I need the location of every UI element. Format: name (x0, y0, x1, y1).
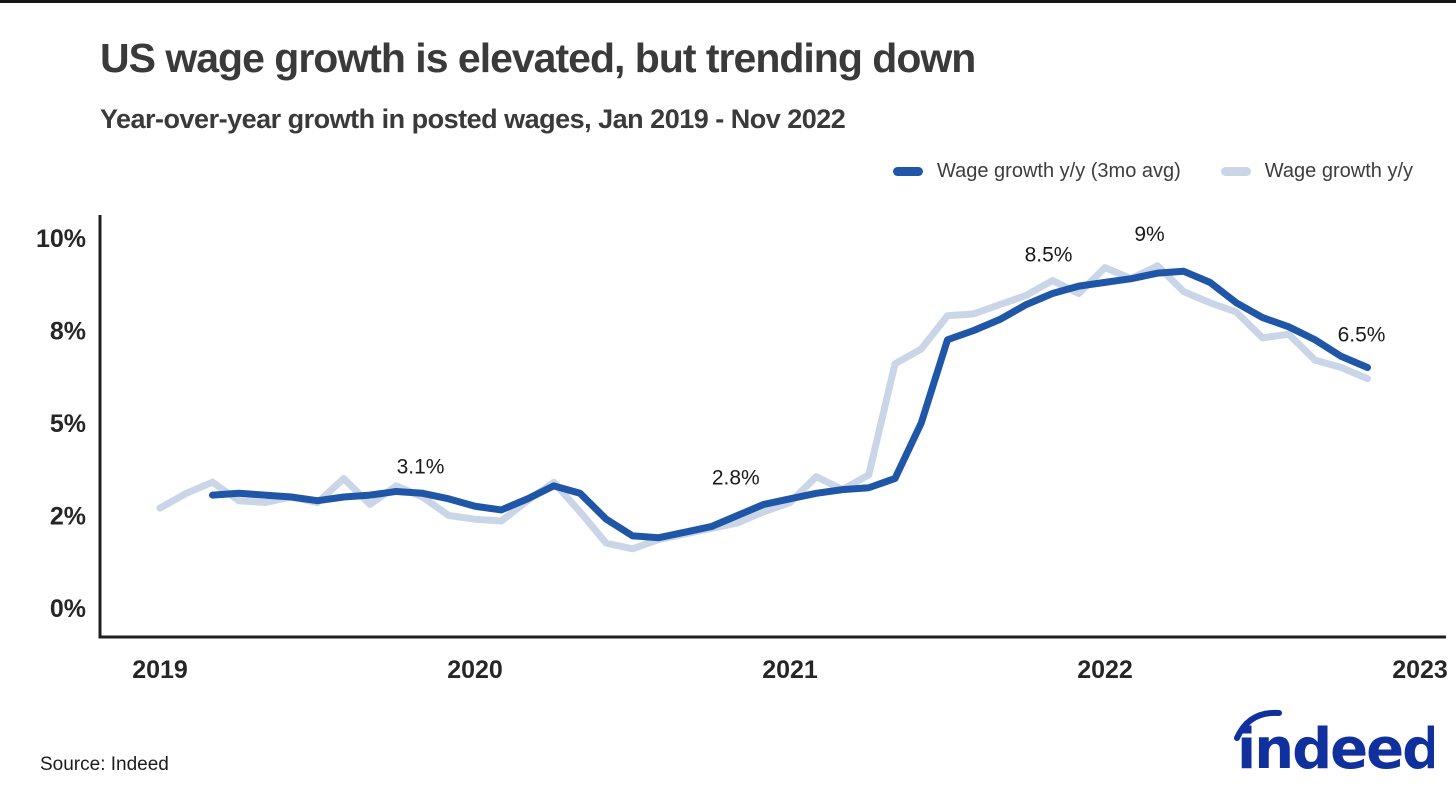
source-note: Source: Indeed (40, 754, 169, 775)
legend-label-yy: Wage growth y/y (1264, 160, 1413, 182)
annotation-label: 9% (1134, 223, 1164, 246)
indeed-logo-swoosh-icon (1234, 709, 1282, 741)
x-axis-ticks: 2019 2020 2021 2022 2023 (132, 656, 1448, 684)
legend-swatch-yy-icon (1220, 167, 1251, 176)
annotation-label: 3.1% (397, 455, 445, 478)
chart-canvas: 0% 2% 5% 8% 10% 2019 2020 2021 2022 2023 3.1% 2.8… (36, 215, 1448, 684)
y-tick-label: 2% (50, 503, 86, 531)
series-line-avg (209, 267, 1371, 542)
annotation-label: 8.5% (1025, 244, 1073, 267)
series-lines (156, 262, 1371, 553)
indeed-logo: indeed (1234, 709, 1434, 782)
y-tick-label: 10% (36, 225, 86, 253)
y-tick-label: 5% (50, 410, 86, 438)
chart-title: US wage growth is elevated, but trending… (100, 35, 976, 81)
x-tick-label: 2023 (1392, 656, 1448, 684)
y-tick-label: 0% (50, 595, 86, 623)
legend-swatch-avg-icon (893, 167, 923, 176)
line-chart: 0% 2% 5% 8% 10% 2019 2020 2021 2022 2023 3.1% 2.8… (0, 200, 1456, 720)
annotations: 3.1% 2.8% 8.5% 9% 6.5% (397, 223, 1386, 489)
legend-label-avg: Wage growth y/y (3mo avg) (937, 160, 1181, 182)
legend: Wage growth y/y (3mo avg) Wage growth y/… (893, 160, 1413, 183)
annotation-label: 2.8% (712, 466, 760, 489)
x-tick-label: 2020 (447, 656, 503, 684)
indeed-logo-text: indeed (1237, 717, 1434, 782)
x-tick-label: 2019 (132, 656, 188, 684)
y-axis-ticks: 0% 2% 5% 8% 10% (36, 225, 86, 623)
y-tick-label: 8% (50, 318, 86, 346)
legend-item-yy: Wage growth y/y (1220, 160, 1413, 183)
x-tick-label: 2022 (1077, 656, 1133, 684)
chart-subtitle: Year-over-year growth in posted wages, J… (100, 104, 846, 134)
top-border-rule (0, 0, 1456, 3)
annotation-label: 6.5% (1338, 324, 1386, 347)
legend-item-avg: Wage growth y/y (3mo avg) (893, 160, 1181, 183)
x-tick-label: 2021 (762, 656, 818, 684)
